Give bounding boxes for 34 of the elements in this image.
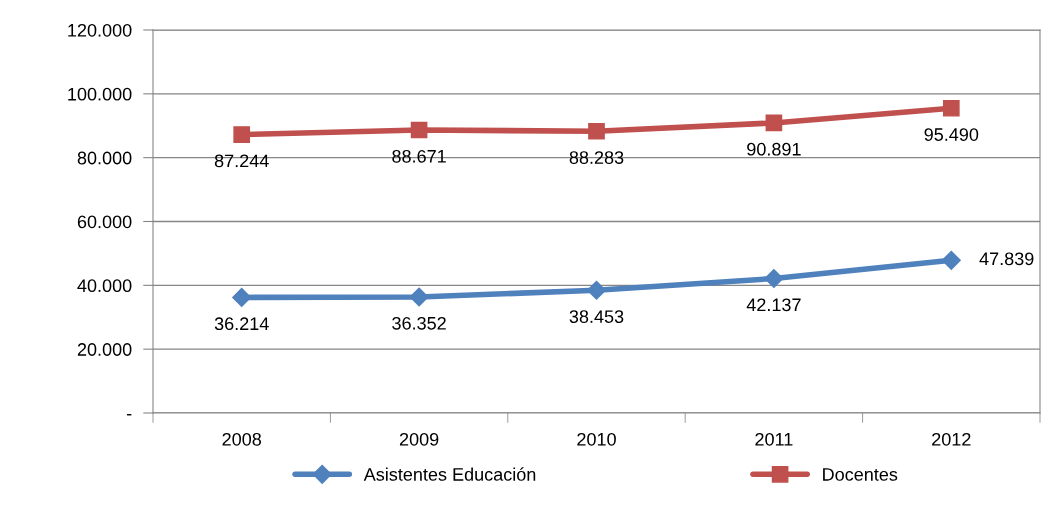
y-tick-label: 80.000 [77,151,132,165]
data-label: 47.839 [979,252,1034,266]
point [233,126,251,143]
x-tick-label: 2012 [932,432,971,446]
data-label: 90.891 [747,142,801,156]
legend-label: Docentes [823,468,898,481]
data-label: 88.283 [569,151,624,164]
point [586,280,607,300]
point [410,121,428,139]
x-tick-label: 2010 [577,432,616,446]
legend-label: Asistentes Educación [363,467,536,481]
y-tick-label: 40.000 [77,279,132,293]
x-tick-label: 2009 [399,432,439,446]
point [941,250,961,270]
point [409,287,429,307]
x-tick-label: 2008 [222,432,261,446]
data-label: 88.671 [392,149,446,163]
y-tick-label: 20.000 [77,343,132,356]
data-label: 36.214 [214,317,269,331]
y-tick-label: 60.000 [77,215,132,229]
y-tick-label: 120.000 [68,23,132,37]
y-tick-label: - [126,414,132,416]
y-tick-label: 100.000 [68,87,132,101]
x-tick-label: 2011 [755,432,793,446]
point [232,287,252,307]
data-label: 95.490 [924,128,979,141]
point [764,268,784,289]
point [588,122,605,140]
point [765,114,783,132]
data-label: 87.244 [214,154,269,168]
data-label: 36.352 [392,316,446,330]
point [942,99,960,117]
data-label: 38.453 [569,310,624,323]
data-label: 42.137 [746,298,801,312]
